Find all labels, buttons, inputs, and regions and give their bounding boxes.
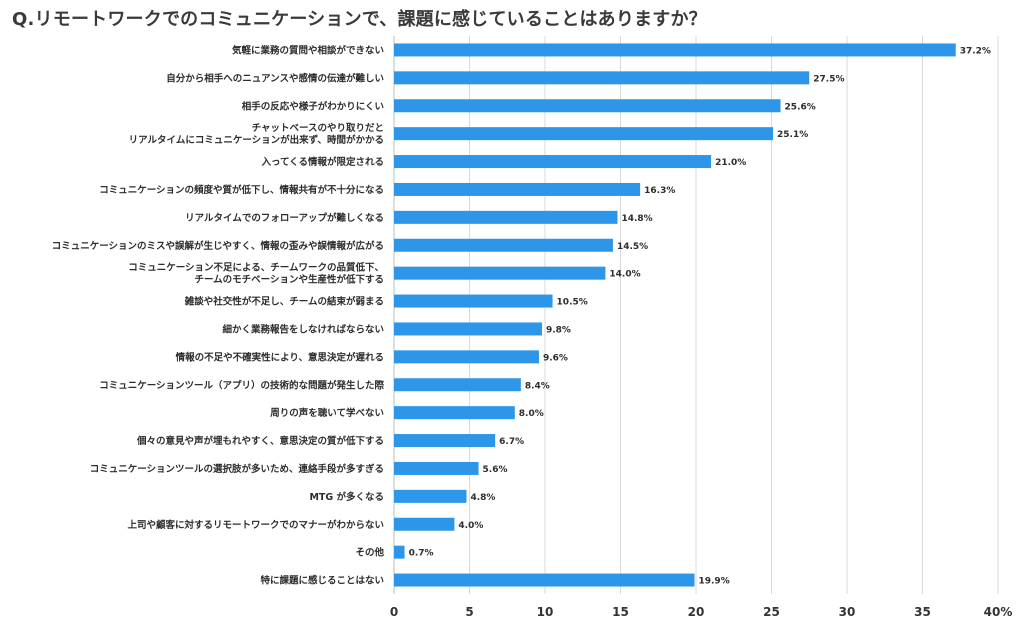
data-label: 37.2%: [960, 46, 991, 56]
bar: [394, 294, 553, 308]
category-label: MTG が多くなる: [309, 491, 384, 503]
x-tick-label: 25: [763, 605, 780, 619]
x-tick-label: 40%: [984, 605, 1013, 619]
data-label: 5.6%: [483, 465, 508, 475]
data-label: 10.5%: [557, 298, 588, 308]
category-label: 特に課題に感じることはない: [260, 575, 384, 587]
data-label: 25.1%: [777, 130, 808, 140]
category-label: コミュニケーションツール（アプリ）の技術的な問題が発生した際: [99, 379, 384, 391]
bar: [394, 350, 539, 364]
x-tick-label: 0: [390, 605, 398, 619]
data-label: 0.7%: [409, 549, 434, 559]
x-tick-label: 15: [612, 605, 629, 619]
bar: [394, 238, 613, 252]
bar: [394, 573, 695, 587]
data-label: 6.7%: [499, 437, 524, 447]
category-label: コミュニケーションのミスや誤解が生じやすく、情報の歪みや誤情報が広がる: [52, 240, 384, 252]
data-label: 4.0%: [458, 521, 483, 531]
data-label: 8.0%: [519, 409, 544, 419]
x-tick-label: 35: [914, 605, 931, 619]
category-label: コミュニケーション不足による、チームワークの品質低下、チームのモチベーションや生…: [128, 262, 384, 286]
bar: [394, 461, 479, 475]
category-label: 上司や顧客に対するリモートワークでのマナーがわからない: [127, 519, 384, 531]
bar: [394, 489, 467, 503]
data-label: 19.9%: [698, 577, 729, 587]
chart-title: Q.リモートワークでのコミュニケーションで、課題に感じていることはありますか？: [12, 9, 707, 30]
bar: [394, 210, 618, 224]
bar: [394, 266, 606, 280]
category-label: 雑談や社交性が不足し、チームの結束が弱まる: [184, 296, 384, 308]
x-tick-label: 10: [537, 605, 554, 619]
x-tick-label: 5: [465, 605, 473, 619]
data-label: 8.4%: [525, 381, 550, 391]
bar: [394, 378, 521, 392]
bar: [394, 99, 781, 113]
data-label: 14.5%: [617, 242, 648, 252]
category-label: コミュニケーションツールの選択肢が多いため、連絡手段が多すぎる: [90, 463, 384, 475]
category-label: 個々の意見や声が埋もれやすく、意思決定の質が低下する: [136, 435, 384, 447]
bar: [394, 71, 810, 85]
data-label: 25.6%: [785, 102, 816, 112]
data-label: 9.8%: [546, 325, 571, 335]
data-label: 16.3%: [644, 186, 675, 196]
bar: [394, 517, 455, 531]
data-label: 21.0%: [715, 158, 746, 168]
category-label: 自分から相手へのニュアンスや感情の伝達が難しい: [166, 72, 384, 84]
data-label: 4.8%: [470, 493, 495, 503]
category-label: 入ってくる情報が限定される: [260, 156, 384, 168]
category-label: チャットベースのやり取りだとリアルタイムにコミュニケーションが出来ず、時間がかか…: [129, 123, 384, 146]
bar: [394, 545, 405, 559]
category-label: 気軽に業務の質問や相談ができない: [232, 44, 384, 56]
x-tick-label: 20: [688, 605, 705, 619]
category-label: その他: [355, 547, 384, 559]
bar: [394, 127, 774, 141]
category-label: 情報の不足や不確実性により、意思決定が遅れる: [175, 351, 384, 363]
x-tick-label: 30: [839, 605, 856, 619]
bar: [394, 43, 956, 57]
bar: [394, 155, 712, 169]
bar: [394, 322, 542, 336]
category-label: リアルタイムでのフォローアップが難しくなる: [185, 212, 384, 224]
bar: [394, 182, 641, 196]
data-label: 14.8%: [621, 214, 652, 224]
bar: [394, 406, 515, 420]
data-label: 14.0%: [609, 270, 640, 280]
category-label: 相手の反応や様子がわかりにくい: [242, 100, 384, 112]
category-label: 周りの声を聴いて学べない: [270, 407, 384, 419]
category-label: コミュニケーションの頻度や質が低下し、情報共有が不十分になる: [99, 184, 384, 196]
bar: [394, 434, 496, 448]
category-label: 細かく業務報告をしなければならない: [222, 323, 384, 335]
data-label: 9.6%: [543, 353, 568, 363]
data-label: 27.5%: [813, 74, 844, 84]
